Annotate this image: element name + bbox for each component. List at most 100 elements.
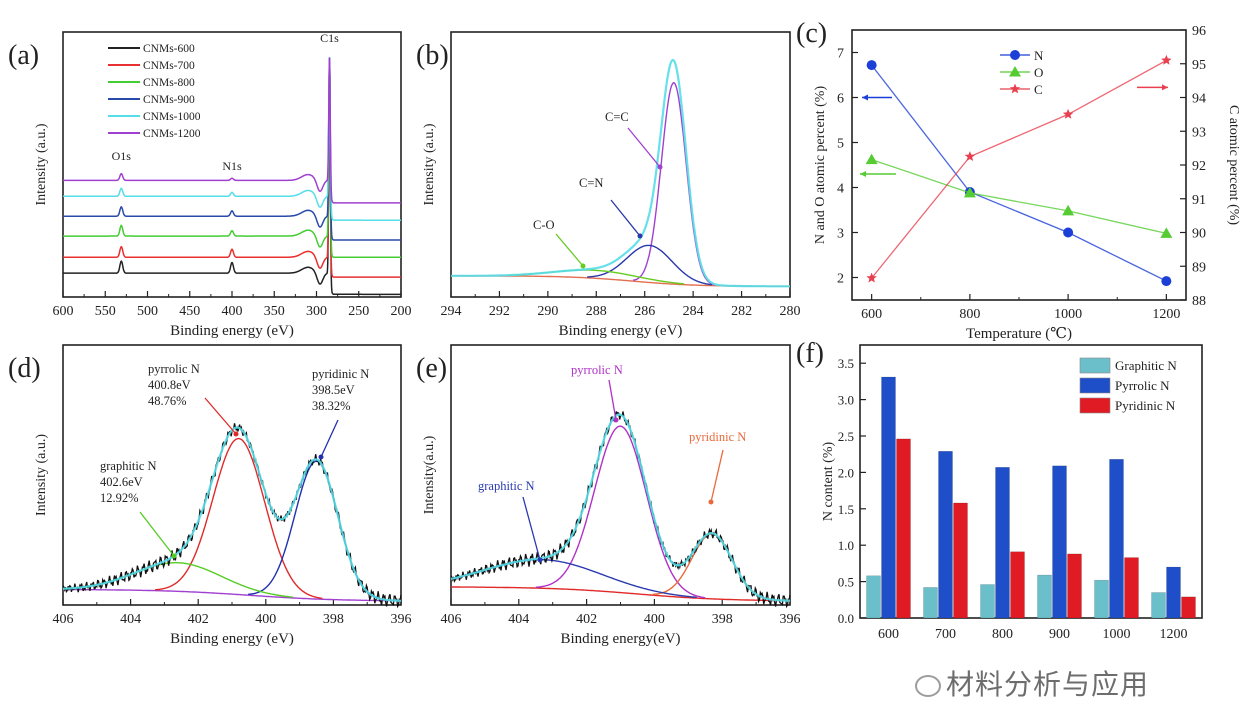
- x-tick-label: 300: [306, 304, 327, 319]
- annotation-arrow: [522, 496, 541, 561]
- y-tick-label: 0.5: [838, 575, 854, 590]
- y-tick-label: 3: [837, 227, 844, 242]
- panel-label: (a): [8, 40, 39, 71]
- x-tick-label: 294: [441, 304, 462, 319]
- series-line-O: [871, 158, 1167, 235]
- x-tick-label: 292: [489, 304, 510, 319]
- bar-Graphitic-N: [866, 575, 881, 619]
- legend-marker: [1009, 66, 1021, 77]
- bar-Pyrrolic-N: [881, 376, 896, 619]
- x-tick-label: 1200: [1160, 627, 1188, 642]
- background-line: [63, 588, 401, 602]
- bar-Pyrrolic-N: [938, 451, 953, 619]
- y-axis-label: N content (%): [821, 442, 836, 522]
- x-tick-label: 400: [222, 304, 243, 319]
- bar-Pyridinic-N: [953, 502, 968, 619]
- legend-label: CNMs-800: [143, 77, 195, 89]
- x-tick-label: 396: [780, 612, 801, 627]
- y-right-tick-label: 88: [1192, 294, 1206, 309]
- spectrum-line-CNMs-700: [63, 58, 401, 278]
- spectrum-line-CNMs-800: [63, 58, 401, 259]
- arrow-head: [1162, 84, 1168, 91]
- y-tick-label: 2.0: [838, 465, 854, 480]
- x-tick-label: 600: [878, 627, 899, 642]
- annotation-name: pyrrolic N: [571, 363, 623, 377]
- x-tick-label: 402: [576, 612, 597, 627]
- x-tick-label: 288: [586, 304, 607, 319]
- x-tick-label: 350: [264, 304, 285, 319]
- series-line-N: [871, 64, 1167, 282]
- arrow-head: [708, 499, 714, 505]
- x-tick-label: 400: [644, 612, 665, 627]
- x-tick-label: 1000: [1103, 627, 1131, 642]
- component-C-N: [587, 244, 713, 286]
- legend-swatch: [1079, 357, 1111, 374]
- annotation-name: graphitic N: [100, 459, 157, 473]
- y-tick-label: 1.0: [838, 538, 854, 553]
- annotation-name: C=N: [579, 176, 603, 190]
- legend-label: Pyrrolic N: [1115, 378, 1170, 393]
- x-tick-label: 282: [731, 304, 752, 319]
- annotation-arrow: [139, 511, 175, 557]
- x-tick-label: 1000: [1054, 307, 1082, 322]
- arrow-head: [860, 171, 866, 177]
- envelope-line: [62, 426, 401, 602]
- y-axis-label: Intensity (a.u.): [34, 123, 49, 205]
- x-tick-label: 290: [537, 304, 558, 319]
- bar-Graphitic-N: [1037, 574, 1052, 619]
- bar-Pyrrolic-N: [1052, 465, 1067, 619]
- y-tick-label: 2.5: [838, 429, 854, 444]
- panel-label: (c): [796, 18, 827, 49]
- x-tick-label: 406: [53, 612, 74, 627]
- legend-marker: [1010, 50, 1020, 60]
- data-point-O: [1160, 227, 1173, 238]
- x-tick-label: 280: [780, 304, 801, 319]
- peak-label: N1s: [222, 159, 242, 173]
- arrow-head: [233, 431, 239, 437]
- y-tick-label: 0.0: [838, 611, 854, 626]
- y-tick-label: 4: [837, 182, 844, 197]
- annotation-percent: 48.76%: [148, 394, 187, 408]
- legend-label: N: [1034, 48, 1044, 63]
- annotation-energy: 398.5eV: [312, 383, 355, 397]
- x-axis-label: Binding energy (eV): [559, 323, 683, 339]
- annotation-percent: 12.92%: [100, 491, 139, 505]
- data-point-C: [1062, 108, 1074, 119]
- y-right-tick-label: 93: [1192, 125, 1206, 140]
- envelope-line: [451, 58, 790, 288]
- wechat-icon: [915, 675, 941, 697]
- x-axis-label: Temperature (℃): [966, 326, 1072, 342]
- panel-label: (f): [796, 338, 824, 369]
- annotation-name: C-O: [533, 218, 555, 232]
- panel-a: (a) Binding energy (eV) Intensity (a.u.) 60…: [8, 31, 412, 339]
- panel-e: (e) Binding energy(eV) Intensity(a.u.) 406 4…: [416, 344, 801, 647]
- y-right-tick-label: 91: [1192, 193, 1206, 208]
- annotation-name: pyrrolic N: [148, 362, 200, 376]
- y-axis-label: Intensity(a.u.): [422, 435, 437, 514]
- annotation-name: pyridinic N: [689, 430, 746, 444]
- y-axis-label: Intensity (a.u.): [422, 123, 437, 205]
- legend-label: CNMs-600: [143, 43, 195, 55]
- raw-data-line: [62, 423, 402, 609]
- watermark: 材料分析与应用: [946, 668, 1150, 701]
- bar-Pyridinic-N: [1181, 596, 1196, 619]
- data-point-N: [866, 60, 877, 71]
- arrow-head: [318, 454, 324, 460]
- legend-label: C: [1034, 82, 1043, 97]
- y-tick-label: 3.5: [838, 356, 854, 371]
- x-tick-label: 600: [861, 307, 882, 322]
- legend-label: CNMs-900: [143, 94, 195, 106]
- spectrum-line-CNMs-600: [63, 58, 401, 296]
- annotation-name: graphitic N: [478, 479, 535, 493]
- background-line: [451, 586, 790, 602]
- annotation-arrow: [627, 127, 661, 168]
- y-right-tick-label: 92: [1192, 159, 1206, 174]
- arrow-head: [537, 557, 543, 563]
- x-tick-label: 200: [391, 304, 412, 319]
- spectrum-line-CNMs-1000: [63, 58, 401, 221]
- legend-swatch: [1079, 397, 1111, 414]
- series-line-C: [871, 59, 1167, 279]
- y-right-axis-label: C atomic percent (%): [1226, 105, 1241, 225]
- component-pyridinic-N: [652, 533, 772, 601]
- legend-marker: [1009, 83, 1021, 94]
